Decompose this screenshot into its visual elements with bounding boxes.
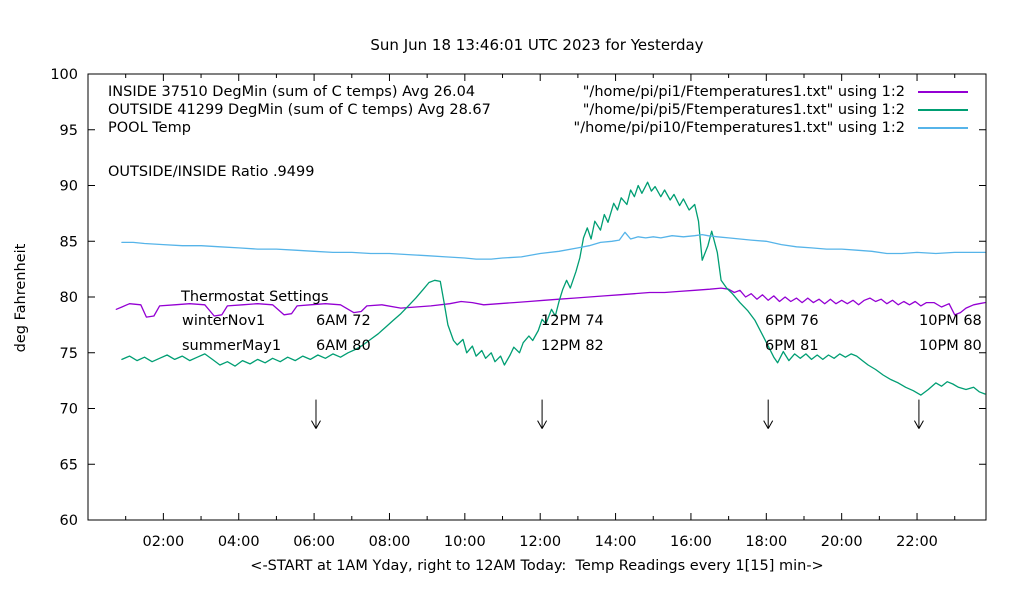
x-tick-label: 08:00 [369, 534, 411, 550]
y-tick-label: 95 [60, 123, 78, 139]
legend-label-pool: POOL Temp [108, 120, 191, 136]
y-tick-label: 90 [60, 179, 78, 195]
arrow-head-3 [918, 420, 924, 429]
series-line-inside [115, 287, 986, 318]
thermostat-winter-6am: 6AM 72 [316, 313, 371, 329]
series-line-outside [121, 181, 986, 396]
thermostat-summer-6pm: 6PM 81 [765, 338, 819, 354]
arrow-head-0 [311, 420, 317, 429]
x-tick-label: 20:00 [821, 534, 863, 550]
legend-file-pool: "/home/pi/pi10/Ftemperatures1.txt" using… [573, 120, 905, 136]
x-tick-label: 06:00 [293, 534, 335, 550]
legend-row-pool: POOL Temp "/home/pi/pi10/Ftemperatures1.… [108, 119, 968, 137]
y-tick-label: 85 [60, 234, 78, 250]
x-tick-label: 02:00 [142, 534, 184, 550]
legend-line-sample-pool [918, 127, 968, 129]
arrow-head-1 [541, 420, 548, 429]
thermostat-summer-name: summerMay1 [182, 338, 282, 354]
x-tick-label: 18:00 [745, 534, 787, 550]
thermostat-settings-title: Thermostat Settings [181, 289, 329, 305]
arrow-head-0 [315, 420, 321, 429]
x-axis-label: <-START at 1AM Yday, right to 12AM Today… [250, 558, 824, 574]
thermostat-summer-10pm: 10PM 80 [919, 338, 982, 354]
y-tick-label: 100 [50, 67, 78, 83]
y-axis-label: deg Fahrenheit [13, 243, 29, 353]
chart-title: Sun Jun 18 13:46:01 UTC 2023 for Yesterd… [370, 36, 704, 54]
legend-file-outside: "/home/pi/pi5/Ftemperatures1.txt" using … [582, 102, 905, 118]
y-tick-label: 75 [60, 346, 78, 362]
y-tick-label: 60 [60, 513, 78, 529]
thermostat-winter-6pm: 6PM 76 [765, 313, 819, 329]
arrow-head-1 [537, 420, 543, 429]
arrow-head-2 [763, 420, 769, 429]
x-tick-label: 16:00 [670, 534, 712, 550]
legend-label-outside: OUTSIDE 41299 DegMin (sum of C temps) Av… [108, 102, 491, 118]
legend-line-sample-inside [918, 91, 968, 93]
legend-file-inside: "/home/pi/pi1/Ftemperatures1.txt" using … [582, 84, 905, 100]
legend-row-inside: INSIDE 37510 DegMin (sum of C temps) Avg… [108, 83, 968, 101]
legend-row-outside: OUTSIDE 41299 DegMin (sum of C temps) Av… [108, 101, 968, 119]
thermostat-winter-10pm: 10PM 68 [919, 313, 982, 329]
x-tick-label: 12:00 [519, 534, 561, 550]
legend-label-inside: INSIDE 37510 DegMin (sum of C temps) Avg… [108, 84, 476, 100]
arrow-head-2 [767, 420, 774, 429]
thermostat-summer-12pm: 12PM 82 [541, 338, 604, 354]
y-tick-label: 70 [60, 402, 78, 418]
thermostat-summer-6am: 6AM 80 [316, 338, 371, 354]
thermostat-winter-12pm: 12PM 74 [541, 313, 604, 329]
x-tick-label: 22:00 [896, 534, 938, 550]
x-tick-label: 14:00 [595, 534, 637, 550]
y-tick-label: 80 [60, 290, 78, 306]
arrow-head-3 [913, 420, 920, 429]
legend-line-sample-outside [918, 109, 968, 111]
series-line-pool [121, 231, 986, 260]
x-tick-label: 10:00 [444, 534, 486, 550]
y-tick-label: 65 [60, 457, 78, 473]
thermostat-winter-name: winterNov1 [182, 313, 266, 329]
x-tick-label: 04:00 [218, 534, 260, 550]
outside-inside-ratio-label: OUTSIDE/INSIDE Ratio .9499 [108, 164, 315, 180]
